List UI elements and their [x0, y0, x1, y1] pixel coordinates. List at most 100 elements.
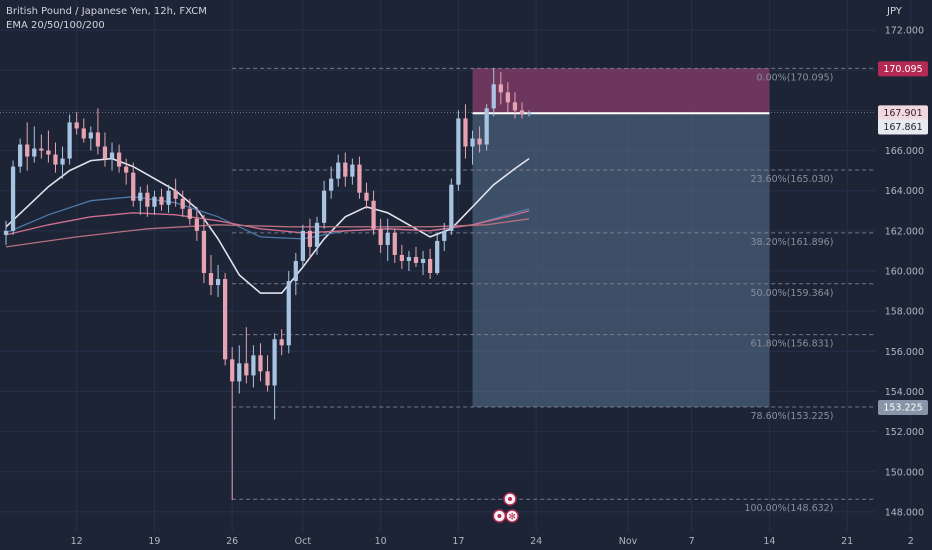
price-tick-label: 158.000: [885, 307, 924, 318]
candle-body: [194, 218, 199, 231]
candle-body: [258, 355, 263, 372]
time-tick-label: 10: [375, 536, 387, 547]
fibonacci-levels[interactable]: 0.00%(170.095) 23.60%(165.030) 38.20%(161.…: [232, 67, 876, 514]
candle-body: [392, 232, 397, 255]
ema-line-ema20: [5, 157, 530, 294]
symbol-title[interactable]: British Pound / Japanese Yen, 12h, FXCM: [6, 6, 207, 17]
candle-body: [244, 363, 249, 376]
target-price-tag: [878, 400, 928, 416]
candle-body: [166, 190, 171, 205]
candle-body: [173, 190, 178, 199]
candle-body: [413, 256, 419, 263]
entry-price-tag: [878, 119, 928, 135]
candle-body: [279, 339, 284, 346]
candle-body: [81, 128, 86, 139]
candle-body: [336, 162, 341, 179]
candle-body: [498, 84, 503, 93]
candle-body: [145, 192, 150, 207]
price-tick-label: 162.000: [885, 226, 924, 237]
candle-body: [420, 258, 426, 263]
candle-body: [223, 279, 228, 360]
candle-body: [67, 122, 72, 159]
position-zones[interactable]: [472, 68, 770, 408]
candle-body: [18, 144, 23, 167]
candle-body: [215, 279, 221, 286]
profit-target-zone[interactable]: [472, 113, 770, 408]
candle-body: [272, 339, 277, 386]
time-tick-label: 14: [763, 536, 775, 547]
candle-body: [131, 172, 136, 201]
candle-body: [74, 122, 79, 129]
candlesticks: [3, 68, 532, 500]
price-tick-label: 164.000: [885, 186, 924, 197]
time-axis[interactable]: 12 19 26 Oct 10 17 24 Nov 7 14 21 2: [71, 536, 914, 547]
candle-body: [201, 230, 207, 274]
currency-label: JPY: [887, 6, 902, 17]
candle-body: [385, 232, 390, 245]
candle-body: [526, 112, 532, 115]
candle-body: [300, 230, 306, 261]
time-tick-label: 2: [908, 536, 914, 547]
price-tick-label: 150.000: [885, 467, 924, 478]
candle-body: [39, 148, 44, 151]
candle-body: [116, 152, 122, 167]
candle-body: [124, 166, 129, 173]
ema-line-ema200: [5, 218, 530, 248]
fib-level-label: 100.00%(148.632): [744, 503, 833, 514]
fib-level-label: 38.20%(161.896): [750, 237, 833, 248]
calendar-event-icon[interactable]: [505, 509, 519, 523]
candle-body: [237, 363, 242, 382]
time-tick-label: 7: [689, 536, 695, 547]
candle-body: [187, 208, 192, 219]
candle-body: [208, 273, 214, 286]
fib-level-label: 50.00%(159.364): [750, 288, 833, 299]
price-tick-label: 148.000: [885, 507, 924, 518]
candle-body: [293, 260, 298, 282]
top-price-tag-text: 170.095: [883, 64, 922, 75]
time-tick-label: Oct: [295, 536, 312, 547]
candle-body: [152, 196, 157, 207]
time-tick-label: 12: [71, 536, 83, 547]
candle-body: [180, 198, 185, 209]
candle-body: [435, 240, 440, 274]
event-marker-dot: [507, 497, 512, 501]
event-markers[interactable]: ✻: [492, 492, 519, 523]
candle-body: [449, 184, 454, 231]
candle-body: [10, 166, 16, 231]
candle-body: [428, 258, 433, 274]
fib-level-label: 78.60%(153.225): [750, 411, 833, 422]
top-price-tag: [878, 61, 928, 77]
candle-body: [251, 355, 256, 376]
fib-level-label: 23.60%(165.030): [750, 174, 833, 185]
candle-body: [138, 192, 143, 201]
candle-body: [60, 158, 65, 165]
fib-level-label: 61.80%(156.831): [750, 339, 833, 350]
time-tick-label: 24: [530, 536, 542, 547]
candle-body: [505, 92, 510, 103]
candle-body: [364, 192, 369, 201]
candle-body: [378, 228, 383, 245]
price-tick-label: 152.000: [885, 427, 924, 438]
time-tick-label: 19: [148, 536, 160, 547]
price-tick-label: 160.000: [885, 267, 924, 278]
current-price-tag-text: 167.901: [883, 108, 922, 119]
time-tick-label: 21: [841, 536, 853, 547]
candle-body: [321, 190, 327, 223]
candle-body: [95, 132, 101, 147]
candle-body: [350, 164, 355, 177]
price-tick-label: 166.000: [885, 146, 924, 157]
stop-loss-zone[interactable]: [472, 68, 770, 114]
candle-body: [102, 146, 108, 159]
candle-body: [307, 230, 313, 247]
candle-body: [159, 196, 164, 205]
time-tick-label: Nov: [619, 536, 638, 547]
event-marker-dot: [497, 514, 502, 518]
candle-body: [88, 132, 93, 139]
candle-body: [357, 164, 362, 193]
candle-body: [456, 118, 461, 185]
entry-price-tag-text: 167.861: [883, 122, 922, 133]
indicator-legend[interactable]: EMA 20/50/100/200: [6, 20, 105, 31]
